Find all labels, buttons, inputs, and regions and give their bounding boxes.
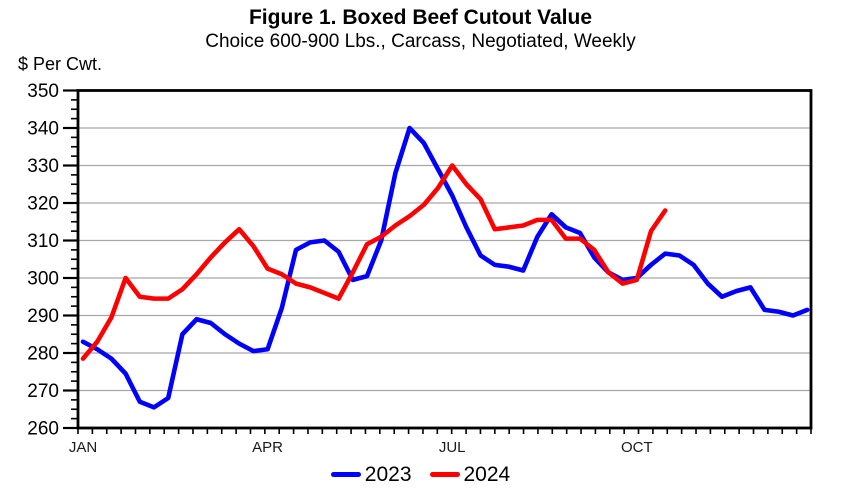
y-tick-label: 310 — [27, 231, 59, 252]
legend: 2023 2024 — [0, 464, 841, 485]
y-axis-unit-label: $ Per Cwt. — [18, 54, 103, 74]
legend-swatch-2024-line — [429, 472, 460, 477]
legend-swatch-2023-line — [330, 472, 361, 477]
y-tick-label: 320 — [27, 194, 59, 215]
legend-item-2024: 2024 — [429, 463, 511, 486]
x-month-label-jul: JUL — [439, 439, 466, 456]
x-month-label-jan: JAN — [69, 439, 97, 456]
gridlines — [78, 127, 811, 392]
y-tick-label: 350 — [27, 81, 59, 102]
chart-title: Figure 1. Boxed Beef Cutout Value — [248, 6, 593, 29]
y-tick-label: 280 — [27, 344, 59, 365]
x-month-label-oct: OCT — [621, 439, 653, 456]
x-month-label-apr: APR — [252, 439, 283, 456]
plot-frame — [76, 89, 813, 430]
legend-item-2023: 2023 — [330, 463, 412, 486]
legend-label-2023: 2023 — [364, 463, 412, 486]
y-tick-label: 260 — [27, 419, 59, 440]
legend-label-2024: 2024 — [463, 463, 511, 486]
x-axis: JAN APR JUL OCT — [69, 429, 812, 456]
y-tick-label: 300 — [27, 269, 59, 290]
y-tick-label: 340 — [27, 119, 59, 140]
y-tick-label: 330 — [27, 156, 59, 177]
series-line-2023 — [80, 125, 810, 410]
y-tick-label: 290 — [27, 306, 59, 327]
y-tick-label: 270 — [27, 381, 59, 402]
y-axis: 260 270 280 290 300 310 320 330 340 350 — [27, 81, 78, 440]
series-line-2024 — [80, 163, 668, 361]
chart-subtitle: Choice 600-900 Lbs., Carcass, Negotiated… — [205, 31, 636, 52]
